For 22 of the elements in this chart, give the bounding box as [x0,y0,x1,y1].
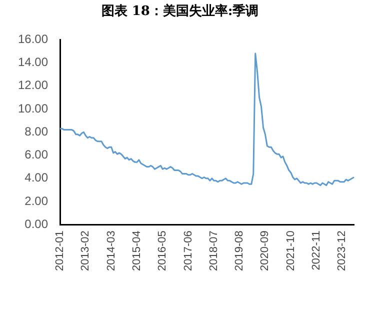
x-tick-label: 2020-09 [259,230,272,272]
x-tick-label: 2013-02 [80,230,92,272]
x-tick-label: 2017-06 [182,230,194,272]
y-tick-label: 14.00 [18,55,48,70]
y-tick-label: 6.00 [24,148,48,162]
y-tick-label: 10.00 [18,101,48,116]
y-tick-label: 0.00 [24,216,48,231]
y-tick-label: 8.00 [24,124,48,138]
y-tick-label: 16.00 [18,32,48,46]
y-tick-label: 4.00 [24,170,48,185]
x-tick-label: 2022-11 [310,230,323,270]
x-tick-label: 2021-10 [284,230,297,272]
x-tick-label: 2018-07 [208,230,220,272]
x-tick-label: 2016-05 [156,230,169,272]
x-tick-label: 2019-08 [234,230,246,272]
x-tick-label: 2015-04 [131,230,144,272]
x-tick-label: 2012-01 [54,230,66,272]
y-tick-label: 12.00 [18,78,48,92]
x-tick-label: 2014-03 [105,230,118,272]
chart-title: 图表 18：美国失业率:季调 [101,3,259,20]
y-tick-label: 2.00 [24,194,48,208]
x-tick-label: 2023-12 [336,230,348,272]
